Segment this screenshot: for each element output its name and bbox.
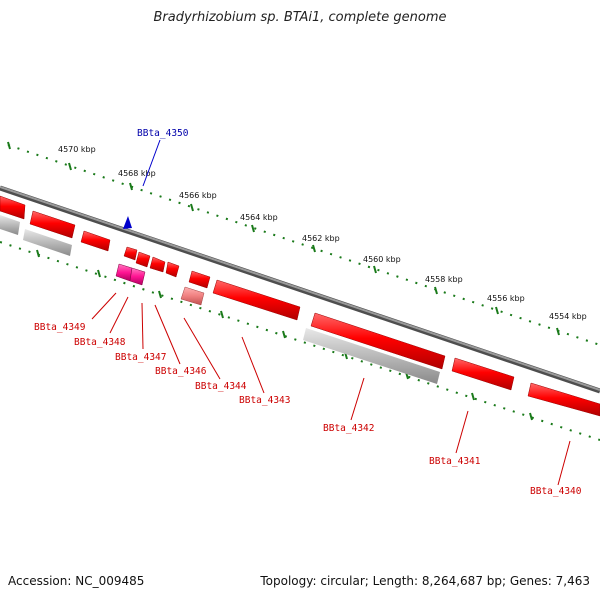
genome-backbone	[0, 185, 600, 394]
kbp-scale-inner	[0, 241, 600, 441]
major-tick	[129, 182, 133, 191]
gene-track	[0, 195, 600, 417]
topology-text: Topology: circular; Length: 8,264,687 bp…	[260, 574, 590, 588]
major-tick	[529, 412, 533, 421]
gene-arrow	[212, 279, 301, 321]
kbp-label: 4562 kbp	[302, 234, 340, 243]
kbp-scale-outer: 4570 kbp 4568 kbp 4566 kbp 4564 kbp 4562…	[7, 141, 600, 346]
gene-arrow	[310, 312, 446, 370]
gene-label-BBta_4348[interactable]: BBta_4348	[74, 337, 126, 348]
kbp-label: 4570 kbp	[58, 145, 96, 154]
gene-label-BBta_4340[interactable]: BBta_4340	[530, 486, 582, 497]
major-tick	[68, 162, 72, 171]
gene-arrow-magenta	[115, 263, 133, 282]
major-tick	[97, 269, 101, 278]
major-tick	[251, 224, 255, 233]
gene-arrow	[29, 210, 76, 239]
gene-label-BBta_4344[interactable]: BBta_4344	[195, 381, 247, 392]
kbp-label: 4554 kbp	[549, 312, 587, 321]
kbp-label: 4568 kbp	[118, 169, 156, 178]
gene-arrow	[80, 230, 111, 252]
kbp-label: 4566 kbp	[179, 191, 217, 200]
gene-arrow-pink	[180, 286, 205, 306]
major-tick	[373, 265, 377, 274]
gene-label-BBta_4341[interactable]: BBta_4341	[429, 456, 481, 467]
major-tick	[495, 306, 499, 315]
grey-track	[0, 215, 440, 384]
gene-BBta_4350[interactable]	[123, 216, 132, 229]
accession-text: Accession: NC_009485	[8, 574, 145, 588]
gene-label-BBta_4347[interactable]: BBta_4347	[115, 352, 166, 363]
gene-arrow	[135, 251, 151, 268]
genome-title: Bradyrhizobium sp. BTAi1, complete genom…	[153, 10, 447, 25]
major-tick	[556, 327, 560, 336]
gene-label-BBta_4343[interactable]: BBta_4343	[239, 395, 290, 406]
gene-arrow	[527, 382, 600, 417]
kbp-label: 4556 kbp	[487, 294, 525, 303]
gene-track-inner	[115, 263, 205, 306]
gene-label-BBta_4342[interactable]: BBta_4342	[323, 423, 374, 434]
gene-arrow	[165, 261, 180, 278]
gene-label-BBta_4346[interactable]: BBta_4346	[155, 366, 207, 377]
kbp-label: 4558 kbp	[425, 275, 463, 284]
gene-arrow	[188, 270, 211, 289]
major-tick	[471, 392, 475, 401]
gene-arrow-magenta	[129, 267, 146, 286]
gene-arrow	[451, 357, 515, 391]
gene-label-BBta_4350[interactable]: BBta_4350	[137, 128, 189, 139]
gene-labels: BBta_4350 BBta_4349 BBta_4348 BBta_4347 …	[34, 128, 582, 497]
major-tick	[36, 249, 40, 258]
gene-arrow	[0, 195, 26, 220]
gene-arrow	[123, 246, 138, 261]
major-tick	[434, 286, 438, 295]
major-tick	[7, 141, 11, 150]
gene-label-BBta_4349[interactable]: BBta_4349	[34, 322, 86, 333]
major-tick	[220, 310, 224, 319]
major-tick	[190, 203, 194, 212]
label-leaders	[91, 139, 571, 486]
major-tick	[312, 244, 316, 253]
kbp-label: 4560 kbp	[363, 255, 401, 264]
major-tick	[158, 290, 162, 299]
gene-arrow	[149, 256, 166, 273]
kbp-label: 4564 kbp	[240, 213, 278, 222]
major-tick	[282, 330, 286, 339]
